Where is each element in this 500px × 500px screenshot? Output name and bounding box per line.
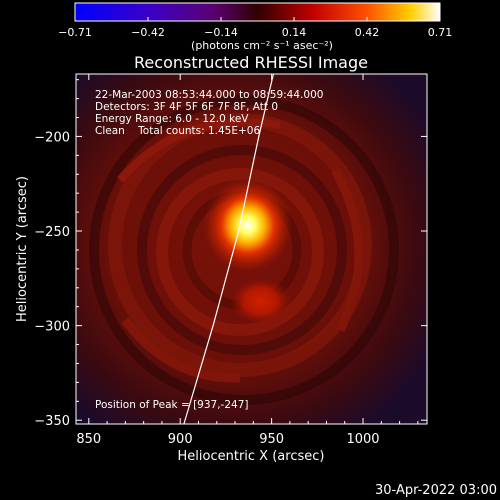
y-axis-label: Heliocentric Y (arcsec) xyxy=(15,176,30,322)
colorbar-tick-label: −0.71 xyxy=(58,26,92,39)
info-block: 22-Mar-2003 08:53:44.000 to 08:59:44.000… xyxy=(95,89,323,411)
plot-frame xyxy=(75,73,428,425)
ring-bright xyxy=(156,168,324,336)
colorbar-gradient xyxy=(74,2,441,22)
footer-date: 30-Apr-2022 03:00 xyxy=(375,483,497,498)
colorbar-tick-label: 0.42 xyxy=(355,26,380,39)
x-tick-label: 1000 xyxy=(346,432,379,447)
arc-bright xyxy=(116,118,281,183)
ring-dark xyxy=(89,95,399,405)
chart-title: Reconstructed RHESSI Image xyxy=(134,53,368,72)
colorbar-tick-label: 0.14 xyxy=(282,26,307,39)
solar-limb-line xyxy=(183,74,274,424)
peak-source xyxy=(203,178,293,272)
ring-dark xyxy=(137,145,347,355)
y-tick-label: −350 xyxy=(34,414,70,429)
arc-bright xyxy=(121,317,241,383)
info-energy-range: Energy Range: 6.0 - 12.0 keV xyxy=(95,113,249,125)
x-axis-label: Heliocentric X (arcsec) xyxy=(178,449,325,464)
image-area xyxy=(76,74,427,424)
info-time-range: 22-Mar-2003 08:53:44.000 to 08:59:44.000 xyxy=(95,89,323,101)
x-tick-label: 850 xyxy=(76,432,101,447)
secondary-source xyxy=(229,277,292,325)
y-tick-label: −300 xyxy=(34,320,70,335)
y-tick-label: −250 xyxy=(34,225,70,240)
x-tick-label: 900 xyxy=(168,432,193,447)
colorbar-tick-label: 0.71 xyxy=(428,26,453,39)
info-clean-counts: Clean Total counts: 1.45E+06 xyxy=(95,125,260,137)
info-peak-position: Position of Peak = [937,-247] xyxy=(95,399,249,411)
colorbar: −0.71 −0.42 −0.14 0.14 0.42 0.71 (photons cm⁻… xyxy=(58,2,453,52)
info-detectors: Detectors: 3F 4F 5F 6F 7F 8F, Att 0 xyxy=(95,101,278,113)
colorbar-tick-label: −0.14 xyxy=(204,26,238,39)
y-tick-label: −200 xyxy=(34,130,70,145)
arc-bright xyxy=(331,167,364,333)
colorbar-unit-label: (photons cm⁻² s⁻¹ asec⁻²) xyxy=(191,39,333,52)
x-tick-label: 950 xyxy=(259,432,284,447)
colorbar-tick-label: −0.42 xyxy=(131,26,165,39)
